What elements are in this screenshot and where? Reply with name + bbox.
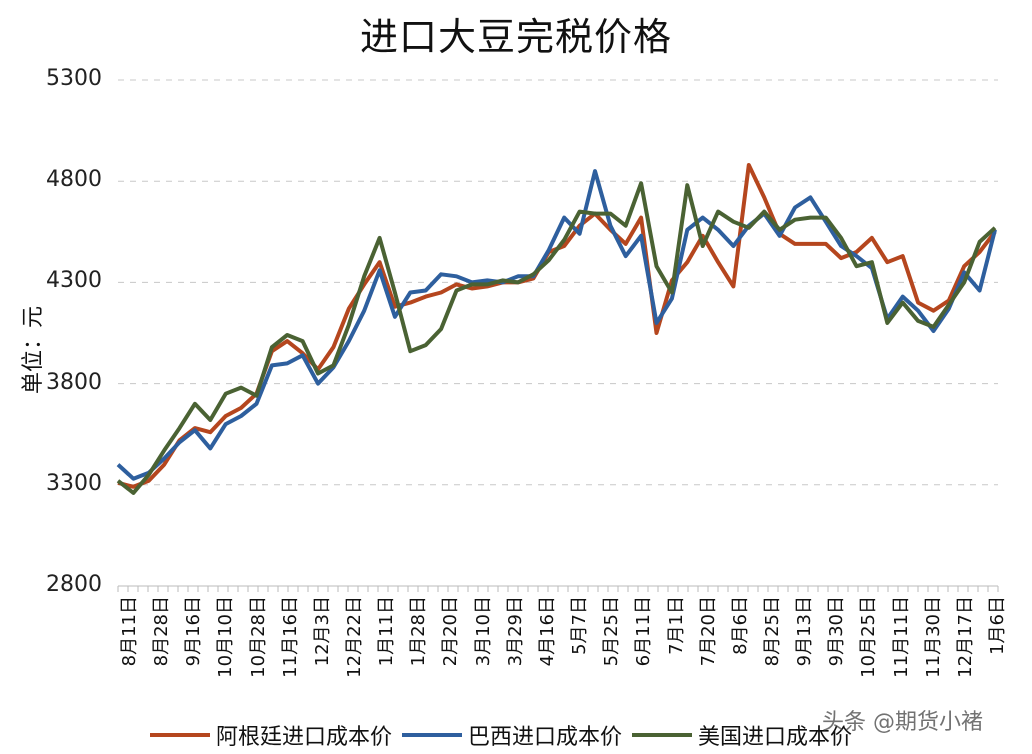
legend-item-brazil: 巴西进口成本价 [402,719,622,751]
legend: 阿根廷进口成本价 巴西进口成本价 美国进口成本价 [150,718,862,752]
y-tick-label: 4800 [46,167,102,193]
legend-swatch [402,733,463,737]
legend-item-argentina: 阿根廷进口成本价 [150,719,392,751]
series-line [117,163,997,489]
series-line [116,169,997,481]
y-tick-label: 3300 [46,470,102,496]
y-tick-label: 4300 [46,268,102,294]
chart-title: 进口大豆完税价格 [359,15,672,59]
series-line [116,181,997,495]
legend-swatch [150,733,210,737]
legend-item-usa: 美国进口成本价 [632,719,852,751]
legend-swatch [632,733,693,737]
y-tick-label: 2800 [46,572,102,597]
watermark: 头条 @期货小褚 [822,710,983,735]
y-tick-label: 5300 [46,66,102,91]
y-tick-label: 3800 [46,369,102,395]
